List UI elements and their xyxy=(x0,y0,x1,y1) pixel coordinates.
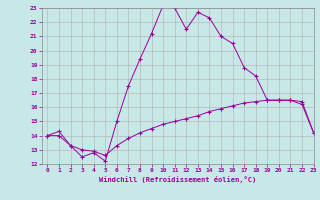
X-axis label: Windchill (Refroidissement éolien,°C): Windchill (Refroidissement éolien,°C) xyxy=(99,176,256,183)
